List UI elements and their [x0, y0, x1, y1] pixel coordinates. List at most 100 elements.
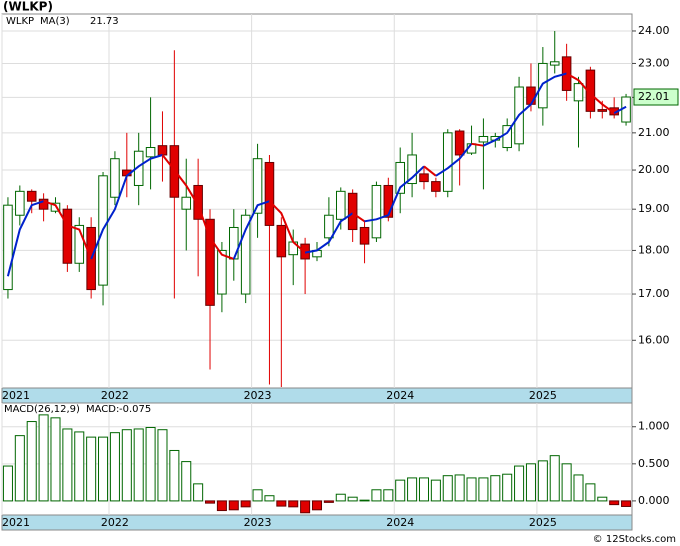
x-tick-label: 2021	[2, 389, 30, 402]
candle-body	[240, 214, 251, 295]
ma-line	[161, 154, 235, 260]
macd-bar	[442, 475, 453, 502]
ma-line	[435, 143, 473, 177]
macd-bar	[597, 496, 608, 502]
candle-body	[252, 158, 263, 214]
plot-area	[1, 13, 633, 389]
x-tick-label: 2025	[529, 389, 557, 402]
macd-bar	[537, 460, 548, 502]
candle-body	[145, 147, 156, 158]
macd-bar	[585, 483, 596, 502]
macd-bar	[395, 479, 406, 502]
legend-label: MACD:	[86, 404, 119, 415]
y-tick-label: 23.00	[638, 56, 670, 69]
candle-body	[217, 249, 227, 295]
price-label: 22.01	[638, 90, 670, 103]
macd-bar	[121, 429, 132, 502]
candle-body	[157, 145, 168, 156]
ma-line	[304, 212, 354, 254]
candle-body	[15, 190, 25, 216]
x-tick-label: 2024	[386, 516, 414, 529]
macd-bar	[193, 483, 204, 502]
macd-bar	[98, 436, 109, 502]
candle-body	[26, 190, 37, 202]
macd-bar	[359, 499, 370, 502]
macd-bar	[371, 489, 382, 502]
macd-bar	[2, 465, 13, 502]
candle-body	[549, 61, 560, 66]
macd-bar	[335, 493, 346, 502]
y-tick-label: 1.000	[638, 420, 670, 433]
ma-line	[232, 200, 270, 260]
candle-body	[205, 218, 215, 306]
macd-bar	[430, 479, 441, 502]
macd-bar	[407, 477, 418, 502]
candle-body	[193, 184, 203, 220]
candle-body	[395, 161, 405, 194]
y-tick-label: 19.00	[638, 202, 670, 215]
x-tick-label: 2025	[529, 516, 557, 529]
macd-bar	[514, 465, 525, 502]
ma-line	[90, 154, 163, 260]
x-tick-label: 2022	[101, 516, 129, 529]
candle-body	[383, 184, 394, 218]
macd-bar	[169, 449, 180, 502]
macd-bar	[561, 463, 572, 502]
macd-bar	[109, 432, 120, 502]
y-tick-label: 0.500	[638, 457, 670, 470]
x-axis-bar	[1, 514, 633, 531]
macd-bar	[609, 500, 620, 506]
candle-body	[110, 158, 120, 198]
candle-body	[431, 181, 441, 192]
macd-bar	[418, 477, 429, 502]
candle-body	[133, 150, 144, 186]
candle-body	[585, 69, 596, 112]
candle-body	[335, 190, 346, 220]
candle-body	[74, 224, 85, 264]
candle-body	[538, 62, 548, 109]
macd-bar	[549, 455, 560, 502]
ma-line	[423, 165, 437, 177]
macd-bar	[288, 500, 299, 508]
x-tick-label: 2021	[2, 516, 30, 529]
x-tick-label: 2023	[244, 389, 272, 402]
ma-line	[6, 200, 44, 277]
candle-body	[454, 130, 465, 156]
candle-body	[359, 226, 370, 245]
candle-body	[526, 86, 536, 105]
price-box	[633, 88, 679, 106]
candle-body	[597, 109, 608, 112]
legend-label: MA(3)	[40, 16, 70, 27]
macd-bar	[478, 477, 489, 502]
candle-body	[419, 173, 429, 183]
y-tick-label: 24.00	[638, 24, 670, 37]
macd-bar	[240, 500, 251, 508]
candle-body	[62, 208, 73, 264]
macd-bar	[383, 489, 394, 502]
candle-body	[181, 196, 192, 210]
candle-body	[407, 154, 417, 185]
candle-body	[347, 192, 358, 231]
y-tick-label: 16.00	[638, 333, 670, 346]
ma-line	[43, 200, 93, 260]
macd-bar	[181, 461, 192, 502]
candle-body	[442, 132, 453, 192]
x-tick-label: 2024	[386, 389, 414, 402]
macd-bar	[323, 500, 334, 503]
y-tick-label: 0.000	[638, 494, 670, 507]
macd-bar	[573, 474, 584, 502]
candle-body	[50, 202, 61, 212]
macd-bar	[205, 500, 216, 504]
ma-line	[364, 165, 425, 223]
legend-label: WLKP	[6, 16, 34, 27]
macd-bar	[621, 500, 632, 507]
macd-bar	[74, 431, 85, 502]
macd-bar	[62, 428, 73, 502]
macd-bar	[502, 473, 513, 502]
macd-bar	[157, 429, 168, 502]
chart-title: (WLKP)	[3, 0, 53, 14]
macd-bar	[454, 474, 465, 502]
macd-bar	[14, 435, 25, 502]
macd-bar	[490, 475, 501, 502]
